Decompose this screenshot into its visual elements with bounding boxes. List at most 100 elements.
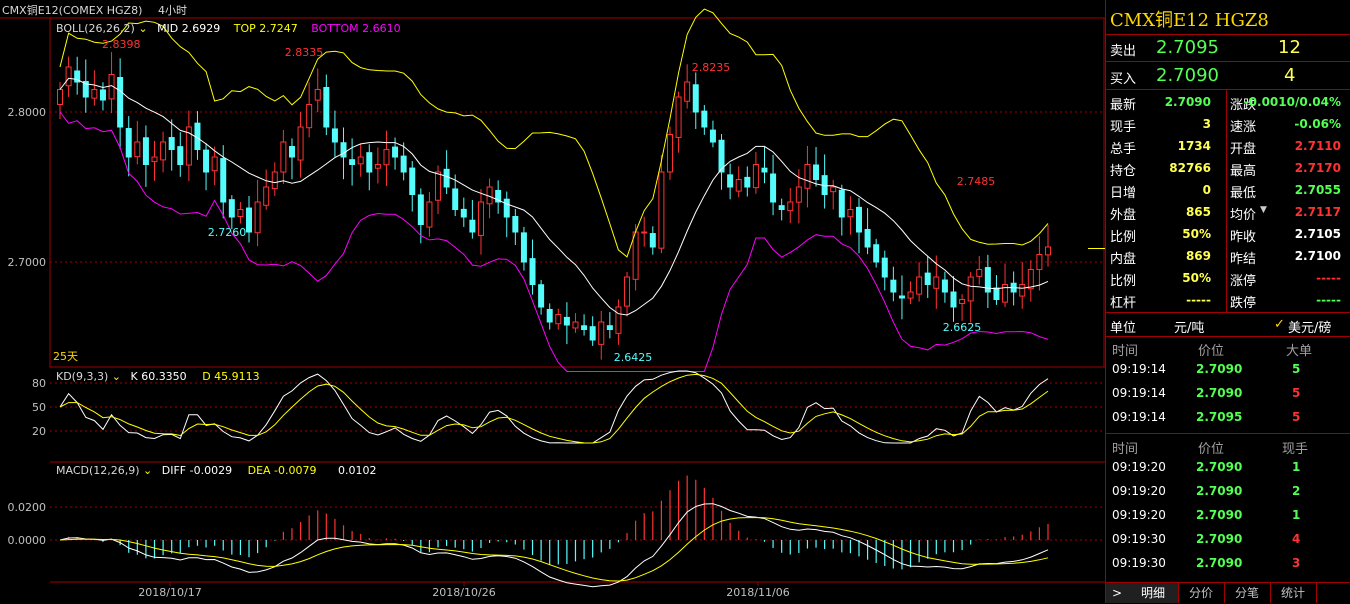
col-vol: 现手	[1282, 442, 1309, 457]
stat-value: 0	[1202, 183, 1211, 197]
candle-body	[74, 70, 81, 83]
ticks2-header: 时间 价位 现手	[1106, 438, 1350, 460]
candle-body	[718, 139, 725, 173]
sell-price: 2.7095	[1156, 37, 1219, 58]
candle-body	[134, 141, 141, 158]
caret-down-icon[interactable]: ▼	[1260, 205, 1267, 215]
tick-row[interactable]: 09:19:20 2.7090 2	[1106, 482, 1350, 504]
kline-chart[interactable]: 2.8000 2.7000 80 50 20 0.0200 0.0000 2018/10/17…	[0, 0, 1105, 603]
kd-tick-label: 20	[32, 425, 46, 438]
col-price: 价位	[1198, 344, 1225, 359]
tick-row[interactable]: 09:19:20 2.7090 1	[1106, 458, 1350, 480]
tick-vol: 3	[1292, 556, 1301, 570]
check-icon: ✓	[1274, 317, 1285, 332]
col-price: 价位	[1198, 442, 1225, 457]
tick-row[interactable]: 09:19:14 2.7095 5	[1106, 408, 1350, 430]
candle-body	[417, 194, 424, 225]
unit-value[interactable]: 元/吨	[1174, 321, 1205, 336]
stat-row: 总手 1734 开盘 2.7110	[1106, 136, 1350, 158]
candle-body	[254, 201, 261, 234]
kd-tick-label: 80	[32, 377, 46, 390]
tick-time: 09:19:30	[1112, 556, 1166, 570]
boll-mid-line	[59, 77, 1049, 316]
candle-body	[383, 149, 390, 166]
unit-row[interactable]: 单位 元/吨 ✓ 美元/磅	[1106, 314, 1350, 336]
candle-body	[151, 156, 158, 163]
candle-body	[563, 316, 570, 326]
tick-time: 09:19:14	[1112, 386, 1166, 400]
candle-body	[959, 299, 966, 304]
candle-body	[649, 233, 656, 248]
stat-label: 内盘	[1110, 252, 1137, 267]
tick-row[interactable]: 09:19:14 2.7090 5	[1106, 384, 1350, 406]
candle-body	[366, 152, 373, 173]
stat-label: 最高	[1230, 164, 1257, 179]
panel-tabs: > 明细 分价 分笔 统计	[1106, 582, 1350, 604]
candle-body	[452, 188, 459, 210]
candle-body	[950, 291, 957, 308]
symbol-tab[interactable]: CMX铜E12(COMEX HGZ8)	[2, 4, 143, 17]
tick-row[interactable]: 09:19:30 2.7090 4	[1106, 530, 1350, 552]
currency-option[interactable]: 美元/磅	[1288, 321, 1332, 336]
candle-body	[873, 244, 880, 263]
stat-label: 开盘	[1230, 142, 1257, 157]
buy-row[interactable]: 买入 2.7090 4	[1106, 65, 1350, 87]
tick-time: 09:19:20	[1112, 484, 1166, 498]
kd-k-value: K 60.3350	[130, 370, 187, 383]
stat-label: 涨跌	[1230, 98, 1257, 113]
candle-body	[1045, 246, 1051, 256]
candle-body	[125, 128, 132, 158]
annotation-high: 2.8398	[102, 38, 141, 51]
kd-d-line	[59, 373, 1049, 444]
stat-label: 速涨	[1230, 120, 1257, 135]
chevron-down-icon[interactable]: ⌄	[138, 22, 148, 35]
period-tab[interactable]: 4小时	[158, 4, 187, 17]
candle-body	[813, 164, 820, 181]
macd-tick-label: 0.0200	[8, 501, 47, 514]
stat-value: 2.7105	[1294, 227, 1341, 241]
stat-value: 2.7055	[1294, 183, 1341, 197]
tick-row[interactable]: 09:19:14 2.7090 5	[1106, 360, 1350, 382]
annotation-low: 2.7260	[208, 226, 247, 239]
chart-area[interactable]: 2.8000 2.7000 80 50 20 0.0200 0.0000 2018/10/17…	[0, 0, 1105, 603]
tab-detail[interactable]: 明细	[1128, 583, 1179, 603]
annotation-high: 2.7485	[957, 175, 996, 188]
chevron-down-icon[interactable]: ⌄	[111, 370, 121, 383]
tab-price-dist[interactable]: 分价	[1178, 583, 1225, 603]
candle-body	[374, 164, 381, 169]
macd-label[interactable]: MACD(12,26,9)	[56, 464, 140, 477]
candle-body	[520, 232, 527, 263]
candle-body	[890, 279, 897, 293]
annotation-high: 2.8235	[692, 61, 731, 74]
candle-body	[898, 295, 905, 299]
tab-stats[interactable]: 统计	[1270, 583, 1317, 603]
stat-value: 3	[1202, 117, 1211, 131]
macd-diff-value: DIFF -0.0029	[161, 464, 233, 477]
candle-body	[581, 325, 588, 330]
chevron-down-icon[interactable]: ⌄	[143, 464, 153, 477]
tick-row[interactable]: 09:19:20 2.7090 1	[1106, 506, 1350, 528]
tab-arrow[interactable]: >	[1106, 583, 1129, 603]
stat-label: 涨停	[1230, 274, 1257, 289]
candle-body	[306, 104, 313, 129]
candle-body	[477, 201, 484, 236]
stat-row: 比例 50% 涨停 -----	[1106, 268, 1350, 290]
tick-vol: 2	[1292, 484, 1301, 498]
candle-body	[787, 201, 794, 212]
unit-label: 单位	[1110, 321, 1137, 336]
stat-label: 比例	[1110, 274, 1137, 289]
kd-label[interactable]: KD(9,3,3)	[56, 370, 109, 383]
tab-tick[interactable]: 分笔	[1224, 583, 1271, 603]
boll-mid-value: MID 2.6929	[157, 22, 221, 35]
candle-body	[460, 208, 467, 218]
candle-body	[280, 141, 287, 173]
boll-label[interactable]: BOLL(26,26,2)	[56, 22, 135, 35]
tick-row[interactable]: 09:19:30 2.7090 3	[1106, 554, 1350, 576]
stat-label: 最新	[1110, 98, 1137, 113]
annotation-high: 2.8335	[285, 46, 324, 59]
candle-body	[830, 186, 837, 193]
candle-body	[770, 173, 777, 203]
boll-bottom-value: BOTTOM 2.6610	[311, 22, 401, 35]
candle-body	[323, 86, 330, 128]
sell-row[interactable]: 卖出 2.7095 12	[1106, 37, 1350, 59]
